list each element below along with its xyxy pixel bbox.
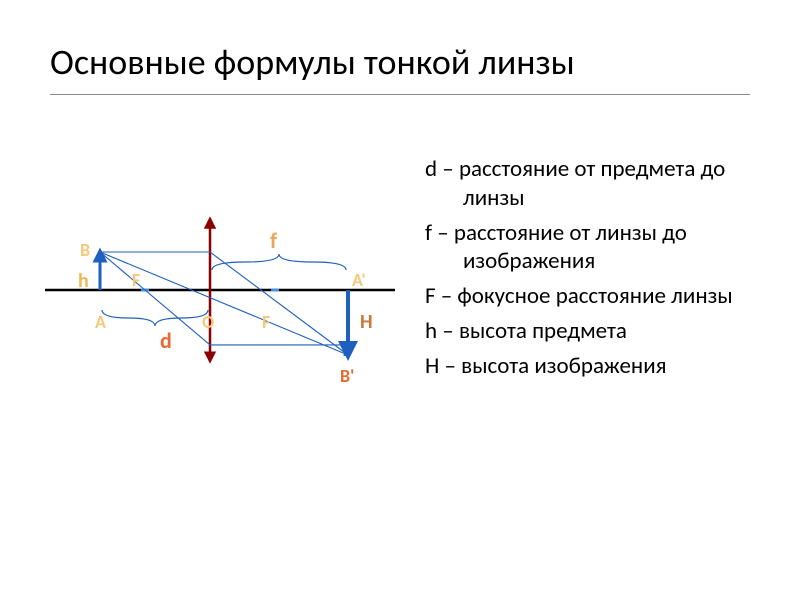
svg-text:H: H — [360, 310, 373, 334]
definition-H: H – высота изображения — [425, 352, 775, 381]
svg-text:B: B — [80, 239, 90, 261]
definition-d: d – расстояние от предмета до линзы — [425, 155, 775, 213]
slide-title: Основные формулы тонкой линзы — [50, 40, 750, 84]
lens-diagram-svg: B Ah F O Fd f A' H B' — [40, 180, 400, 440]
title-underline — [50, 94, 750, 95]
svg-text:F: F — [132, 269, 140, 291]
svg-text:h: h — [78, 269, 89, 293]
svg-text:f: f — [270, 227, 277, 254]
definition-h: h – высота предмета — [425, 317, 775, 346]
svg-text:d: d — [160, 327, 172, 354]
definition-f: f – расстояние от линзы до изображения — [425, 219, 775, 277]
lens-diagram: B Ah F O Fd f A' H B' — [40, 180, 400, 440]
svg-text:O: O — [202, 311, 214, 333]
svg-text:A: A — [95, 311, 106, 333]
svg-text:B': B' — [340, 365, 354, 387]
svg-text:F: F — [262, 311, 270, 333]
definition-F: F – фокусное расстояние линзы — [425, 282, 775, 311]
svg-text:A': A' — [352, 269, 366, 291]
definitions-list: d – расстояние от предмета до линзы f – … — [425, 155, 775, 386]
